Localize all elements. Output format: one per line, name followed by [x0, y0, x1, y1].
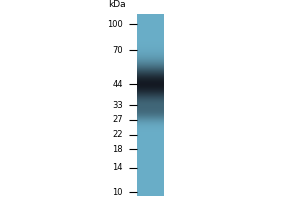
- Text: 10: 10: [112, 188, 123, 197]
- Text: 14: 14: [112, 163, 123, 172]
- Bar: [136, 14, 164, 196]
- Text: 100: 100: [107, 20, 123, 29]
- Text: 22: 22: [112, 130, 123, 139]
- Text: 27: 27: [112, 115, 123, 124]
- Text: 18: 18: [112, 145, 123, 154]
- Text: 70: 70: [112, 46, 123, 55]
- Text: 33: 33: [112, 101, 123, 110]
- Text: 44: 44: [112, 80, 123, 89]
- Text: kDa: kDa: [108, 0, 126, 9]
